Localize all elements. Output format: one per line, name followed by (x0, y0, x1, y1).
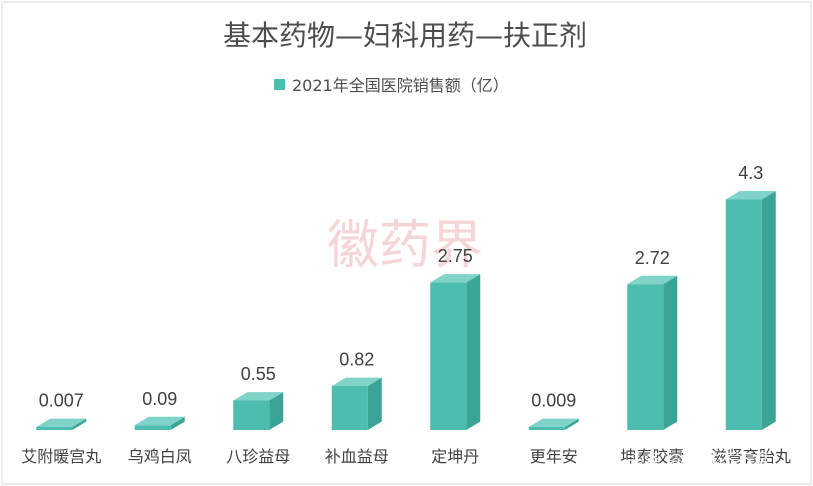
bar-side (761, 191, 776, 430)
data-label: 0.82 (339, 350, 374, 370)
data-label: 0.55 (241, 364, 276, 384)
bar-top (36, 418, 87, 427)
bar (430, 274, 481, 430)
bar (528, 418, 579, 430)
bar (134, 416, 185, 430)
bar-top (331, 377, 382, 387)
bar-side (466, 274, 481, 430)
data-labels-group: 0.007 0.09 0.55 0.82 2.75 0.009 2.72 4.3 (39, 163, 764, 411)
bar-top (134, 416, 185, 426)
data-label: 0.007 (39, 391, 84, 411)
data-label: 0.009 (531, 391, 576, 411)
category-label: 坤泰胶囊 (620, 447, 684, 466)
legend: 2021年全国医院销售额（亿） (274, 76, 509, 95)
bar-front (134, 425, 171, 430)
category-labels-group: 艾附暖宫丸 乌鸡白凤 八珍益母 补血益母 定坤丹 更年安 坤泰胶囊 滋肾育胎丸 (21, 447, 791, 466)
bar (627, 275, 678, 430)
bar-top (528, 418, 579, 427)
bar (36, 418, 87, 430)
chart-title: 基本药物—妇科用药—扶正剂 (223, 19, 587, 52)
bar-top (233, 392, 284, 401)
bar-top (430, 274, 481, 283)
bar-side (663, 275, 678, 430)
data-label: 2.72 (635, 248, 670, 268)
bar-side (72, 418, 87, 430)
source-watermark: 头条 @江淮不不君 (628, 451, 769, 471)
data-label: 4.3 (738, 163, 763, 183)
category-label: 更年安 (530, 447, 578, 466)
watermark: 徽药界 (327, 216, 483, 276)
bar-front (331, 386, 368, 430)
legend-label: 2021年全国医院销售额（亿） (292, 76, 509, 95)
bar-front (233, 400, 270, 430)
bar-front (725, 199, 762, 430)
bar (233, 392, 284, 430)
bar-front (627, 284, 664, 430)
data-label: 0.09 (142, 389, 177, 409)
category-label: 定坤丹 (431, 447, 479, 466)
bar-side (367, 377, 382, 430)
bar-side (564, 418, 579, 430)
category-label: 乌鸡白凤 (128, 447, 192, 466)
category-label: 滋肾育胎丸 (711, 447, 791, 466)
legend-swatch (274, 79, 285, 90)
data-label: 2.75 (438, 246, 473, 266)
bar-front (36, 427, 73, 430)
source-label: 头条 @江淮不不君 (628, 451, 769, 471)
bar-front (430, 282, 467, 430)
bar (725, 191, 776, 430)
bar-side (170, 416, 185, 430)
bars-group (36, 191, 776, 430)
category-label: 艾附暖宫丸 (21, 447, 101, 466)
category-label: 八珍益母 (226, 447, 290, 466)
bar-top (627, 275, 678, 285)
bar-top (725, 191, 776, 200)
category-label: 补血益母 (325, 447, 389, 466)
bar-side (269, 392, 284, 430)
bar-front (528, 427, 565, 430)
bar (331, 377, 382, 430)
